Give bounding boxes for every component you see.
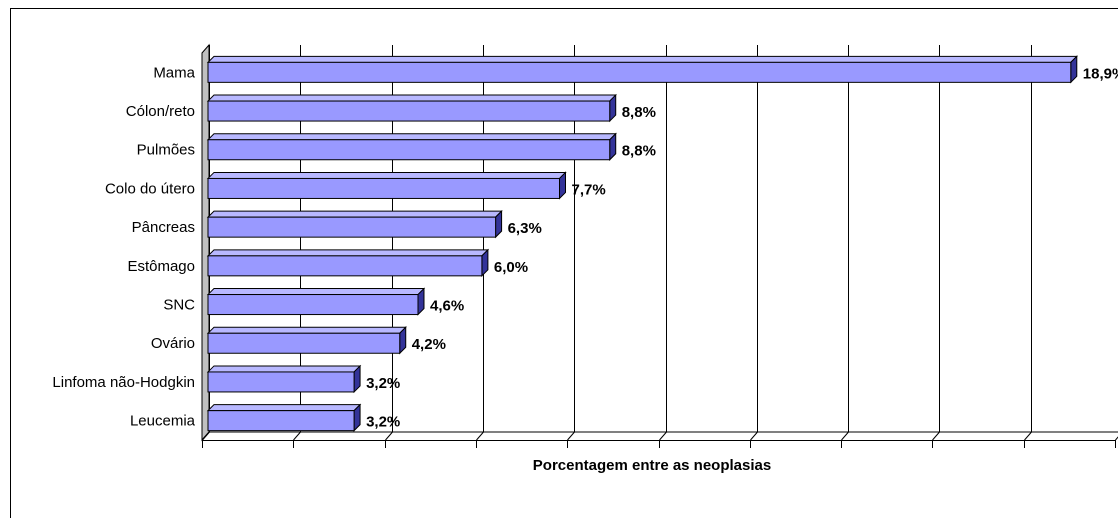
bar	[207, 371, 355, 393]
bar-top	[206, 288, 426, 296]
grid-line	[202, 45, 210, 441]
y-tick-label: Pulmões	[137, 142, 195, 159]
bar	[207, 294, 419, 316]
bar-top	[206, 326, 407, 334]
grid-line	[932, 45, 940, 441]
grid-line	[841, 45, 849, 441]
chart-border	[10, 8, 1118, 518]
bar-top	[206, 55, 1078, 63]
value-label: 6,0%	[494, 259, 528, 276]
bar-top	[206, 133, 617, 141]
y-tick-label: SNC	[163, 297, 195, 314]
value-label: 3,2%	[366, 375, 400, 392]
x-axis-title: Porcentagem entre as neoplasias	[533, 457, 771, 474]
value-label: 4,6%	[430, 298, 464, 315]
y-tick-label: Pâncreas	[132, 219, 195, 236]
bar-top	[206, 94, 617, 102]
bar-top	[206, 249, 490, 257]
value-label: 7,7%	[572, 181, 606, 198]
value-label: 3,2%	[366, 414, 400, 431]
bar	[207, 410, 355, 432]
value-label: 4,2%	[412, 336, 446, 353]
bar-top	[206, 171, 567, 179]
bar	[207, 255, 483, 277]
value-label: 6,3%	[508, 220, 542, 237]
value-label: 8,8%	[622, 104, 656, 121]
bar	[207, 139, 611, 161]
bar	[207, 100, 611, 122]
y-tick-label: Leucemia	[130, 413, 196, 430]
value-label: 8,8%	[622, 143, 656, 160]
y-tick-label: Mama	[153, 64, 195, 81]
y-tick-label: Estômago	[127, 258, 195, 275]
bar-top	[206, 404, 362, 412]
grid-line	[567, 45, 575, 441]
y-tick-label: Colo do útero	[105, 180, 195, 197]
y-tick-label: Linfoma não-Hodgkin	[52, 374, 195, 391]
bar-top	[206, 210, 503, 218]
y-tick-label: Ovário	[151, 335, 195, 352]
value-label: 18,9%	[1083, 65, 1118, 82]
grid-line	[750, 45, 758, 441]
bar	[207, 216, 497, 238]
y-tick-label: Cólon/reto	[126, 103, 195, 120]
bar	[207, 61, 1072, 83]
bar-top	[206, 365, 362, 373]
grid-line	[659, 45, 667, 441]
bar	[207, 177, 561, 199]
bar	[207, 332, 401, 354]
grid-line	[1024, 45, 1032, 441]
